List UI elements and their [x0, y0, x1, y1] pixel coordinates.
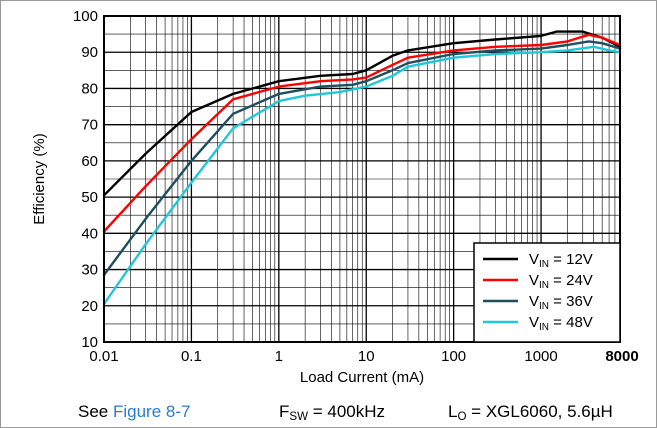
inductor-note: LO = XGL6060, 5.6µH — [448, 402, 613, 423]
fsw-subscript: SW — [289, 410, 308, 423]
x-tick-label: 8000 — [605, 348, 638, 365]
y-tick-label: 60 — [81, 153, 98, 170]
lo-subscript: O — [457, 410, 467, 423]
figure-caption: See Figure 8-7 FSW = 400kHz LO = XGL6060… — [0, 396, 657, 426]
y-tick-label: 50 — [81, 189, 98, 206]
x-tick-label: 1000 — [524, 348, 557, 365]
series-line — [102, 45, 622, 306]
y-tick-label: 70 — [81, 117, 98, 134]
legend: VIN = 12V VIN = 24V VIN = 36V VIN = 48V — [473, 242, 621, 343]
x-axis-title: Load Current (mA) — [300, 369, 424, 386]
efficiency-chart: 10 20 30 40 50 60 70 80 90 100 0.01 0.1 1 10 100 1000 8… — [31, 8, 639, 386]
fsw-value: = 400kHz — [308, 402, 386, 421]
series-line — [102, 30, 622, 197]
x-tick-label: 0.1 — [181, 348, 202, 365]
y-tick-label: 10 — [81, 334, 98, 351]
y-tick-label: 40 — [81, 225, 98, 242]
series-line — [102, 40, 622, 277]
series-lines — [102, 30, 622, 306]
lo-value: = XGL6060, 5.6µH — [466, 402, 613, 421]
x-tick-label: 10 — [358, 348, 375, 365]
minor-gridlines — [104, 16, 621, 342]
figure-link[interactable]: Figure 8-7 — [112, 402, 191, 421]
see-figure-reference: See Figure 8-7 — [78, 402, 190, 422]
see-prefix: See — [78, 402, 113, 421]
x-tick-label: 1 — [275, 348, 283, 365]
legend-label: VIN = 36V — [529, 293, 593, 312]
y-tick-label: 30 — [81, 262, 98, 279]
y-tick-label: 100 — [73, 8, 98, 25]
x-tick-labels: 0.01 0.1 1 10 100 1000 8000 — [89, 348, 638, 365]
x-tick-label: 100 — [441, 348, 466, 365]
legend-label: VIN = 48V — [529, 314, 593, 333]
x-tick-label: 0.01 — [89, 348, 118, 365]
fsw-symbol: F — [279, 402, 290, 421]
y-tick-labels: 10 20 30 40 50 60 70 80 90 100 — [73, 8, 98, 351]
y-tick-label: 80 — [81, 80, 98, 97]
legend-label: VIN = 12V — [529, 251, 593, 270]
plot-area-border — [103, 15, 621, 343]
y-axis-title: Efficiency (%) — [31, 133, 48, 224]
lo-symbol: L — [448, 402, 458, 421]
y-tick-label: 90 — [81, 44, 98, 61]
legend-label: VIN = 24V — [529, 272, 593, 291]
series-line — [102, 33, 622, 233]
switching-frequency-note: FSW = 400kHz — [279, 402, 386, 423]
y-tick-label: 20 — [81, 298, 98, 315]
